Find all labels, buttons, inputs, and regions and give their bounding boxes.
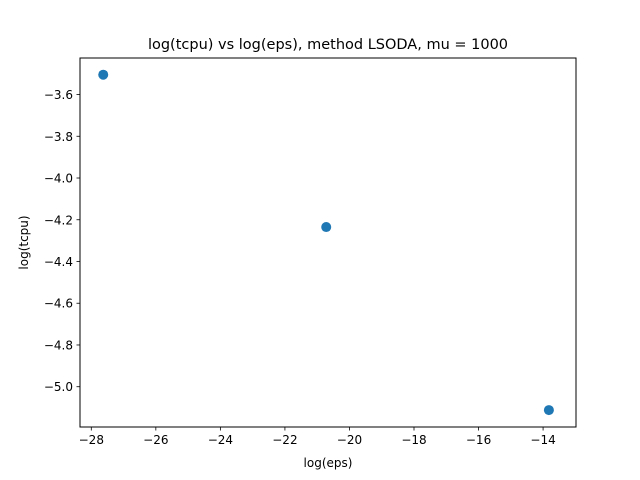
chart-title: log(tcpu) vs log(eps), method LSODA, mu … (148, 37, 508, 53)
y-axis-label: log(tcpu) (17, 215, 31, 269)
x-tick-label: −16 (466, 433, 491, 447)
data-point (543, 405, 554, 416)
x-tick-label: −20 (337, 433, 362, 447)
data-point (321, 222, 332, 233)
x-tick-label: −26 (143, 433, 168, 447)
y-tick-label: −4.8 (44, 338, 73, 352)
y-tick-label: −4.4 (44, 255, 73, 269)
x-tick-label: −18 (401, 433, 426, 447)
y-tick-label: −4.0 (44, 172, 73, 186)
plot-frame (79, 57, 577, 428)
y-tick-label: −4.2 (44, 213, 73, 227)
x-tick-label: −28 (79, 433, 104, 447)
x-tick-label: −22 (272, 433, 297, 447)
y-tick-label: −5.0 (44, 380, 73, 394)
x-tick-label: −14 (530, 433, 555, 447)
y-tick-label: −4.6 (44, 297, 73, 311)
x-tick-label: −24 (208, 433, 233, 447)
data-points (98, 69, 554, 416)
x-axis-label: log(eps) (304, 456, 353, 470)
y-tick-label: −3.6 (44, 88, 73, 102)
data-point (98, 69, 109, 80)
y-axis-ticks: −3.6 −3.8 −4.0 −4.2 −4.4 −4.6 −4.8 −5.0 (44, 88, 80, 394)
x-axis-ticks: −28 −26 −24 −22 −20 −18 −16 −14 (79, 427, 556, 447)
y-tick-label: −3.8 (44, 130, 73, 144)
